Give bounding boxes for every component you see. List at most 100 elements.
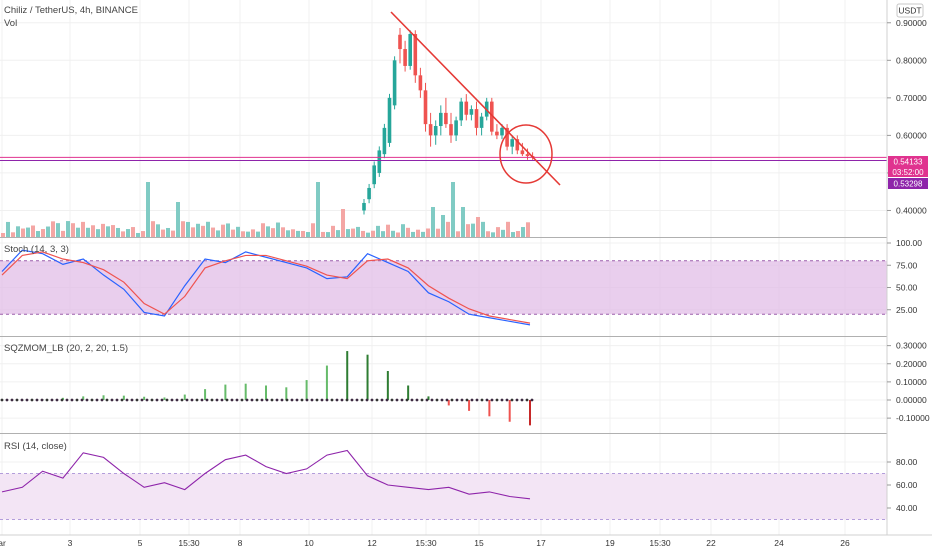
candle-body[interactable] [479, 116, 484, 128]
candle-body[interactable] [474, 109, 479, 128]
candle-body[interactable] [367, 187, 371, 200]
volume-bar [491, 232, 495, 237]
candlesticks[interactable] [362, 28, 535, 215]
volume-bar [191, 227, 195, 237]
squeeze-dot [410, 398, 414, 402]
volume-bar [506, 221, 510, 237]
volume-bar [271, 228, 275, 237]
candle-body[interactable] [398, 34, 402, 50]
candle-body[interactable] [505, 127, 509, 147]
squeeze-dot [55, 398, 59, 402]
volume-bar [136, 232, 140, 237]
volume-bar [521, 227, 525, 237]
squeeze-dot [160, 398, 164, 402]
candle-body[interactable] [495, 131, 499, 136]
candle-body[interactable] [525, 154, 530, 157]
squeeze-dot [375, 398, 379, 402]
candle-body[interactable] [403, 49, 407, 66]
volume-bar [86, 227, 90, 237]
volume-bar [331, 225, 335, 237]
volume-bar [371, 230, 375, 237]
volume-bar [361, 230, 365, 237]
candle-body[interactable] [469, 109, 474, 115]
candle-body[interactable] [372, 165, 376, 185]
volume-bar [516, 231, 520, 237]
candle-body[interactable] [392, 60, 397, 106]
volume-bar [241, 231, 245, 237]
last-price-badge-bg [888, 156, 928, 167]
volume-bar [56, 223, 60, 237]
candle-body[interactable] [418, 75, 423, 91]
squeeze-dot [325, 398, 329, 402]
candle-body[interactable] [449, 124, 453, 136]
volume-bar [171, 230, 175, 237]
candle-body[interactable] [382, 127, 387, 155]
candle-body[interactable] [464, 101, 469, 115]
squeeze-dot [170, 398, 174, 402]
squeeze-dot [435, 398, 439, 402]
candle-body[interactable] [428, 124, 433, 136]
squeeze-dot [450, 398, 454, 402]
support-price-badge-bg [888, 178, 928, 189]
volume-bar [481, 221, 485, 237]
squeeze-dot [335, 398, 339, 402]
time-axis-labels: ar 3 5 15:30 8 10 12 15:30 15 17 19 15:30 22 24 26 [0, 538, 850, 548]
volume-bar [431, 207, 435, 237]
axis-tick-label: 50.00 [896, 283, 918, 293]
volume-bar [36, 231, 40, 237]
candle-body[interactable] [362, 202, 366, 211]
squeeze-dot [185, 398, 189, 402]
candle-body[interactable] [433, 126, 438, 136]
last-price-value: 0.54133 [894, 158, 923, 167]
volume-bar [246, 231, 250, 237]
momentum-bar [386, 371, 389, 400]
squeeze-dot [155, 398, 159, 402]
volume-bar [301, 230, 305, 237]
candle-body[interactable] [454, 120, 458, 136]
squeeze-dot [515, 398, 519, 402]
volume-bar [216, 230, 220, 237]
candle-body[interactable] [459, 101, 463, 121]
highlight-circle[interactable] [499, 124, 553, 184]
volume-bar [511, 232, 515, 237]
axis-tick-label: 0.20000 [896, 359, 927, 369]
squeeze-dot [105, 398, 109, 402]
squeeze-momentum-histogram [1, 351, 531, 426]
squeeze-dot [330, 398, 334, 402]
momentum-bar [61, 397, 64, 400]
currency-button[interactable]: USDT [896, 3, 924, 18]
candle-body[interactable] [510, 139, 514, 147]
descending-trendline[interactable] [390, 11, 561, 186]
candle-body[interactable] [490, 101, 494, 132]
candle-body[interactable] [377, 150, 382, 173]
momentum-bar [427, 396, 430, 400]
volume-bar [16, 226, 20, 237]
volume-bar [291, 229, 295, 237]
candle-body[interactable] [387, 97, 392, 143]
candle-body[interactable] [423, 90, 428, 125]
candle-body[interactable] [444, 112, 448, 125]
squeeze-dot [495, 398, 499, 402]
candle-body[interactable] [413, 34, 418, 76]
volume-bar [256, 231, 260, 237]
volume-bar [391, 230, 395, 237]
volume-bar [176, 202, 180, 237]
candle-body[interactable] [439, 112, 443, 127]
squeeze-dot [0, 398, 4, 402]
time-label: 12 [367, 538, 377, 548]
symbol-title: Chiliz / TetherUS, 4h, BINANCE [4, 5, 138, 16]
volume-bar [66, 221, 70, 237]
candle-body[interactable] [515, 139, 520, 151]
volume-bar [311, 223, 315, 237]
volume-bar [476, 217, 480, 237]
squeeze-dot [45, 398, 49, 402]
squeeze-dot [140, 398, 144, 402]
candle-body[interactable] [408, 34, 412, 66]
candle-body[interactable] [520, 150, 525, 155]
time-label: 3 [68, 538, 73, 548]
candle-body[interactable] [500, 127, 504, 136]
price-axis-area[interactable] [887, 0, 932, 550]
volume-bar [126, 229, 130, 237]
last-price-badge: 0.54133 03:52:00 [888, 156, 928, 177]
